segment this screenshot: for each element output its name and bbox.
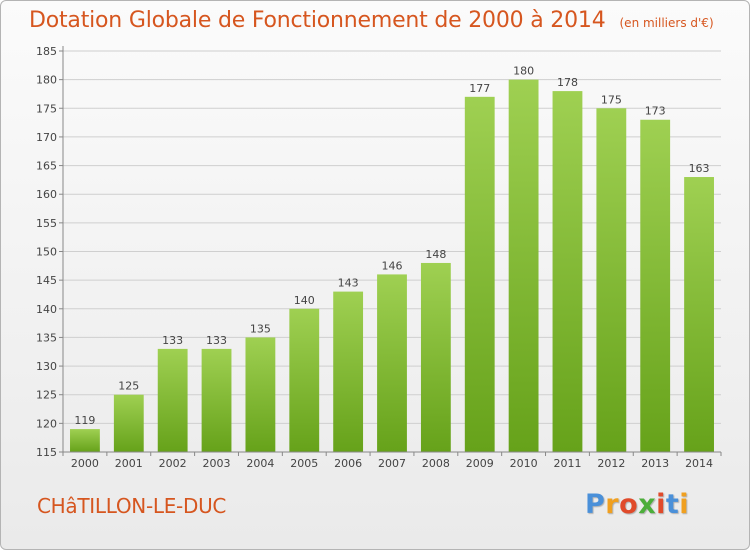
y-tick-label: 145: [36, 274, 57, 287]
chart-title-text: Dotation Globale de Fonctionnement de 20…: [29, 8, 606, 33]
x-tick-label: 2013: [641, 457, 669, 470]
bar: [420, 262, 451, 452]
y-tick-label: 165: [36, 160, 57, 173]
bar: [201, 348, 232, 452]
bar: [377, 274, 407, 452]
bar-value-label: 140: [294, 294, 315, 307]
bar: [113, 394, 144, 452]
bar: [464, 96, 495, 452]
bar-value-label: 177: [469, 82, 490, 95]
y-tick-label: 130: [36, 360, 57, 373]
bar-value-label: 146: [382, 259, 403, 272]
logo-letter: t: [665, 489, 680, 520]
bar-value-label: 133: [206, 334, 227, 347]
logo-letter: P: [585, 489, 606, 520]
x-tick-label: 2000: [71, 457, 99, 470]
x-tick-label: 2006: [334, 457, 362, 470]
x-tick-label: 2004: [246, 457, 274, 470]
logo-letter: x: [638, 489, 657, 520]
bar: [245, 337, 276, 452]
commune-name: CHâTILLON-LE-DUC: [37, 494, 227, 518]
x-tick-label: 2003: [203, 457, 231, 470]
bar: [289, 308, 320, 452]
y-tick-label: 160: [36, 188, 57, 201]
labels: 119 125 133 133 135 140 143 146 148 177 180 178 175 1…: [74, 65, 709, 427]
x-tick-label: 2005: [290, 457, 318, 470]
bar: [596, 108, 627, 453]
chart-unit: (en milliers d'€): [619, 16, 714, 30]
y-tick-label: 155: [36, 217, 57, 230]
bar: [640, 119, 671, 452]
y-tick-label: 140: [36, 303, 57, 316]
bar: [684, 177, 714, 452]
logo-letter: i: [656, 489, 666, 520]
y-tick-label: 185: [36, 45, 57, 58]
logo-letter: i: [679, 489, 690, 520]
bar-value-label: 180: [513, 65, 534, 78]
bar: [508, 79, 539, 453]
y-tick-label: 125: [36, 389, 57, 402]
bar-value-label: 133: [162, 334, 183, 347]
y-tick-label: 135: [36, 331, 57, 344]
chart-title: Dotation Globale de Fonctionnement de 20…: [29, 8, 714, 33]
bar: [70, 429, 100, 452]
y-tick-label: 170: [36, 131, 57, 144]
y-tick-label: 115: [36, 446, 57, 459]
bar-value-label: 148: [425, 248, 446, 261]
y-tick-label: 175: [36, 102, 57, 115]
x-tick-label: 2012: [597, 457, 625, 470]
bar-value-label: 125: [118, 380, 139, 393]
x-tick-label: 2002: [159, 457, 187, 470]
y-tick-label: 120: [36, 417, 57, 430]
bar: [157, 348, 188, 452]
x-tick-label: 2014: [685, 457, 713, 470]
x-tick-label: 2008: [422, 457, 450, 470]
bar-value-label: 163: [689, 162, 710, 175]
x-tick-label: 2001: [115, 457, 143, 470]
bar-value-label: 173: [645, 105, 666, 118]
bar-value-label: 119: [74, 414, 95, 427]
logo-letter: r: [605, 489, 620, 520]
x-tick-label: 2010: [510, 457, 538, 470]
bar-value-label: 135: [250, 322, 271, 335]
axes: 1151201251301351401451501551601651701751…: [36, 45, 722, 470]
logo-letter: o: [619, 489, 639, 520]
bar: [333, 291, 364, 452]
bar-value-label: 178: [557, 76, 578, 89]
x-tick-label: 2009: [466, 457, 494, 470]
proxiti-logo: Proxiti: [585, 489, 689, 520]
bars: [70, 79, 714, 453]
y-tick-label: 180: [36, 74, 57, 87]
bar-value-label: 175: [601, 93, 622, 106]
bar-value-label: 143: [338, 277, 359, 290]
bar: [552, 91, 583, 452]
x-tick-label: 2007: [378, 457, 406, 470]
x-tick-label: 2011: [553, 457, 581, 470]
y-tick-label: 150: [36, 246, 57, 259]
